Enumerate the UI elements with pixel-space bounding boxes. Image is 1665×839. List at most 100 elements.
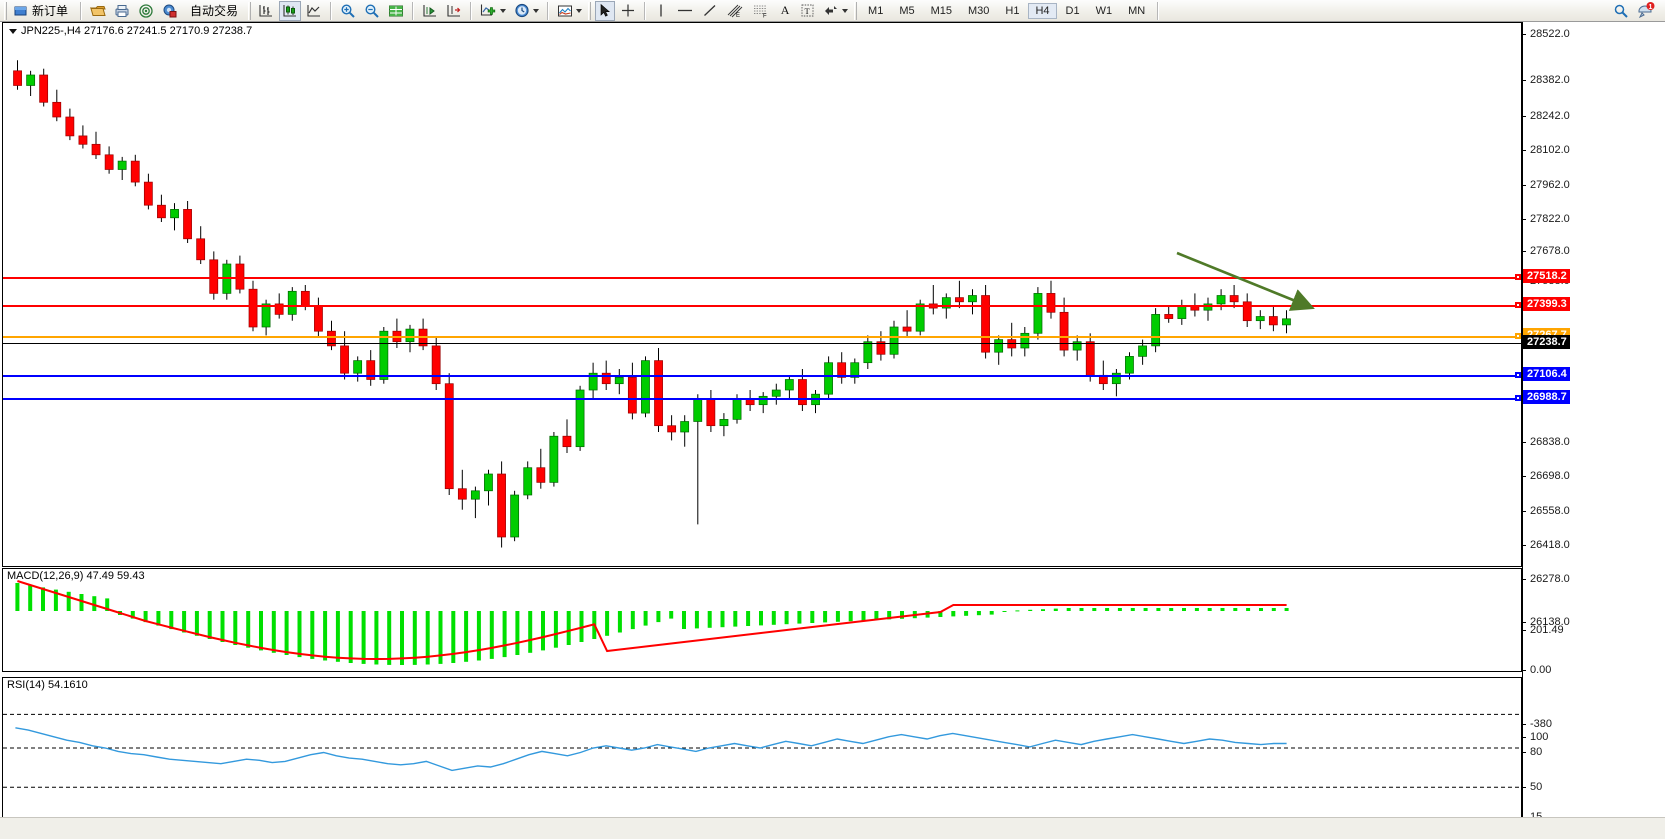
main-toolbar: 新订单 自动交易 [0,0,1665,22]
price-tick: 28102.0 [1522,144,1570,156]
price-tick: 0.00 [1522,664,1551,676]
horizontal-line-tool-button[interactable] [673,1,697,21]
period-button[interactable] [511,1,542,21]
bar-chart-button[interactable] [255,1,277,21]
timeframe-m5[interactable]: M5 [899,4,915,17]
timeframe-m30[interactable]: M30 [968,4,990,17]
level-anchor[interactable] [1515,302,1521,308]
rsi-pane[interactable]: RSI(14) 54.1610 [2,677,1522,818]
arrows-tool-button[interactable] [820,1,851,21]
toolbar-grip[interactable] [4,1,7,20]
vertical-line-icon [660,4,662,17]
price-tick: 100 [1522,731,1548,743]
toolbar-grip-4[interactable] [854,1,858,20]
zoom-out-button[interactable] [361,1,383,21]
vertical-line-tool-button[interactable] [651,1,671,21]
line-chart-icon [307,4,321,17]
price-tick: 27822.0 [1522,213,1570,225]
collapse-triangle-icon[interactable] [9,28,17,34]
navigator-button[interactable] [135,1,157,21]
timeframe-m15[interactable]: M15 [930,4,952,17]
candlestick-chart-button[interactable] [279,0,302,21]
price-pane[interactable]: JPN225-,H4 27176.6 27241.5 27170.9 27238… [2,22,1522,567]
svg-text:E: E [736,13,740,18]
chevron-down-icon-3[interactable] [576,8,583,13]
macd-pane[interactable]: MACD(12,26,9) 47.49 59.43 [2,568,1522,672]
level-anchor[interactable] [1515,372,1521,378]
price-tag-resistance-1[interactable]: 27399.3 [1523,297,1570,311]
price-tick: 26698.0 [1522,470,1570,482]
level-anchor[interactable] [1515,395,1521,401]
expert-advisor-icon [163,4,177,17]
timeframe-mn[interactable]: MN [1128,4,1146,17]
price-tag-support-2[interactable]: 26988.7 [1523,390,1570,404]
toolbar-separator-3 [412,1,415,20]
label-tool-button[interactable]: T [797,1,818,21]
price-tick: 28242.0 [1522,110,1570,122]
timeframe-h1[interactable]: H1 [1005,4,1020,17]
price-tag-resistance-2[interactable]: 27518.2 [1523,269,1570,283]
level-anchor[interactable] [1515,274,1521,280]
price-tick: 28522.0 [1522,28,1570,40]
price-tag-support-1[interactable]: 27106.4 [1523,367,1570,381]
fibonacci-icon: F [754,5,767,18]
chevron-down-icon-2[interactable] [533,8,540,13]
text-tool-button[interactable]: A [775,1,795,21]
autotrading-button[interactable]: 自动交易 [183,1,245,21]
grid-icon [389,5,404,16]
price-tag-current-price[interactable]: 27238.7 [1523,335,1570,349]
new-order-label: 新订单 [32,4,69,18]
zoom-in-icon [341,3,355,18]
new-order-button[interactable]: 新订单 [11,1,75,21]
add-indicator-button[interactable] [477,1,509,21]
chart-shift-icon [447,4,461,17]
autotrading-label: 自动交易 [190,4,239,18]
notifications-button[interactable]: 1 [1634,1,1664,21]
price-tick: 80 [1522,746,1542,758]
equidistant-channel-tool-button[interactable]: E [723,1,747,21]
chevron-down-icon-4[interactable] [842,8,849,13]
svg-text:1: 1 [1649,4,1653,11]
timeframe-m1[interactable]: M1 [868,4,884,17]
crosshair-tool-button[interactable] [617,1,639,21]
folder-icon [90,5,106,16]
clock-icon [515,3,529,18]
auto-scroll-button[interactable] [419,1,441,21]
notification-bell-icon: 1 [1638,2,1655,19]
toolbar-grip-2[interactable] [248,1,252,20]
price-tick: -380 [1522,718,1552,730]
chevron-down-icon[interactable] [500,8,507,13]
svg-text:T: T [805,6,811,16]
zoom-in-button[interactable] [337,1,359,21]
timeframe-w1[interactable]: W1 [1095,4,1113,17]
toolbar-separator-7 [1157,1,1160,20]
chart-area[interactable]: JPN225-,H4 27176.6 27241.5 27170.9 27238… [0,22,1665,839]
data-window-button[interactable] [111,1,133,21]
channel-icon: E [727,4,743,18]
fibonacci-tool-button[interactable]: F [749,1,773,21]
templates-button[interactable] [554,1,585,21]
chart-shift-button[interactable] [443,1,465,21]
cursor-arrow-icon [600,3,611,17]
price-tick: 27962.0 [1522,179,1570,191]
cursor-tool-button[interactable] [595,0,616,21]
status-bar [0,817,1665,839]
expert-advisor-button[interactable] [159,1,181,21]
timeframe-h4[interactable]: H4 [1028,2,1057,19]
toolbar-separator-4 [470,1,473,20]
price-tick: 28382.0 [1522,74,1570,86]
toolbar-separator-6 [644,1,647,20]
timeframe-d1[interactable]: D1 [1065,4,1080,17]
search-button[interactable] [1610,1,1632,21]
chart-header-text: JPN225-,H4 27176.6 27241.5 27170.9 27238… [21,25,253,37]
folder-button[interactable] [87,1,109,21]
line-chart-button[interactable] [303,1,325,21]
toolbar-grip-3[interactable] [588,1,592,20]
level-anchor[interactable] [1515,333,1521,339]
add-indicator-icon [480,4,496,16]
macd-series [15,580,1289,665]
trendline-tool-button[interactable] [699,1,721,21]
grid-button[interactable] [385,1,407,21]
price-scale[interactable]: 28522.0 28382.0 28242.0 28102.0 27962.0 27822… [1522,22,1665,834]
price-tick: 201.49 [1522,624,1564,636]
